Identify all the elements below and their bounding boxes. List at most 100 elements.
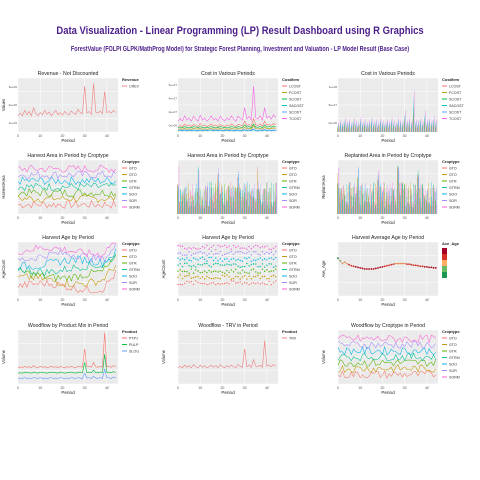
series-line bbox=[17, 199, 117, 209]
legend-label: SOO bbox=[129, 192, 137, 196]
x-tick-label: 0 bbox=[17, 216, 19, 220]
point bbox=[221, 264, 224, 266]
point bbox=[255, 259, 257, 262]
point bbox=[183, 282, 186, 285]
chart-title: Cost in Various Periods bbox=[361, 71, 415, 77]
series-line-scost bbox=[177, 123, 276, 129]
chart-title: Harvest Area in Period by Croptype bbox=[187, 153, 268, 159]
point bbox=[215, 248, 217, 251]
x-tick-label: 20 bbox=[60, 298, 64, 302]
point bbox=[212, 253, 215, 256]
point bbox=[235, 251, 237, 253]
point bbox=[272, 247, 275, 249]
point bbox=[250, 282, 253, 284]
x-tick-label: 30 bbox=[403, 216, 407, 220]
series-line bbox=[17, 254, 117, 282]
legend-label: SCOST bbox=[449, 110, 462, 114]
point bbox=[217, 244, 219, 247]
point bbox=[243, 257, 246, 259]
point bbox=[201, 282, 204, 285]
chart-title: Cost in Various Periods bbox=[201, 71, 255, 77]
y-tick-label: 3e+06 bbox=[9, 85, 18, 89]
point bbox=[237, 265, 239, 267]
legend-label: PTPJ bbox=[129, 336, 138, 340]
legend-title: Croptype bbox=[442, 329, 460, 334]
legend-label: FCOST bbox=[289, 91, 302, 95]
x-axis-label: Period bbox=[221, 302, 235, 307]
point bbox=[263, 283, 266, 285]
x-tick-label: 40 bbox=[425, 298, 429, 302]
x-axis-label: Period bbox=[61, 302, 75, 307]
x-axis-label: Period bbox=[221, 220, 235, 225]
point bbox=[208, 269, 210, 272]
chart-panel-p10: Woodflow by Product Mix in Period 0 10 20 30… bbox=[0, 320, 160, 400]
legend-title: Croptype bbox=[122, 241, 140, 246]
y-tick-label: 4e+07 bbox=[169, 96, 178, 100]
x-tick-label: 30 bbox=[403, 386, 407, 390]
point bbox=[179, 245, 181, 247]
point bbox=[235, 246, 237, 249]
point bbox=[246, 272, 248, 274]
point bbox=[243, 271, 246, 273]
point bbox=[248, 272, 250, 274]
point bbox=[239, 266, 241, 269]
point bbox=[195, 266, 197, 268]
x-axis-label: Period bbox=[381, 220, 395, 225]
chart-panel-p2: Cost in Various Periods 0 10 20 30 40 0e+00 2e+… bbox=[160, 68, 320, 148]
point bbox=[270, 283, 273, 286]
legend-label: SLOG bbox=[129, 349, 139, 353]
point bbox=[259, 257, 261, 259]
legend-label: SORM bbox=[289, 287, 300, 291]
x-tick-label: 30 bbox=[83, 216, 87, 220]
point bbox=[226, 274, 228, 276]
point bbox=[250, 269, 253, 271]
x-tick-label: 10 bbox=[38, 216, 42, 220]
x-tick-label: 30 bbox=[83, 134, 87, 138]
point bbox=[259, 265, 261, 268]
point bbox=[219, 278, 221, 280]
series-line bbox=[17, 176, 116, 186]
point bbox=[210, 250, 213, 252]
legend-gradient-step bbox=[442, 254, 447, 260]
point bbox=[268, 257, 270, 259]
point bbox=[219, 246, 221, 248]
point bbox=[226, 258, 228, 260]
point bbox=[226, 252, 228, 255]
legend-label: GTR bbox=[449, 349, 457, 353]
point bbox=[259, 272, 261, 274]
series-line bbox=[17, 242, 116, 258]
page-title: Data Visualization - Linear Programming … bbox=[56, 25, 424, 37]
point bbox=[263, 270, 266, 272]
point bbox=[215, 253, 217, 255]
point bbox=[237, 258, 239, 261]
chart-title: Harvest Age by Period bbox=[202, 235, 254, 241]
x-tick-label: 0 bbox=[337, 386, 339, 390]
point bbox=[190, 265, 193, 268]
point bbox=[228, 251, 230, 254]
legend-label: SACOST bbox=[289, 104, 305, 108]
point bbox=[192, 253, 195, 255]
point bbox=[179, 269, 181, 271]
point bbox=[188, 259, 190, 262]
point bbox=[275, 275, 277, 278]
y-tick-label: 6e+07 bbox=[169, 83, 178, 87]
point bbox=[206, 254, 208, 257]
point bbox=[226, 269, 228, 272]
series-line-ptpj bbox=[17, 332, 116, 369]
chart-svg: Harvest Age by Period 0 10 20 30 40 Period AgeC… bbox=[1, 235, 140, 307]
point bbox=[255, 275, 257, 278]
point bbox=[188, 264, 190, 267]
point bbox=[206, 275, 208, 278]
point bbox=[186, 248, 188, 250]
point bbox=[252, 251, 255, 253]
point bbox=[275, 256, 277, 259]
x-tick-label: 40 bbox=[105, 134, 109, 138]
legend-label: GTO bbox=[449, 173, 457, 177]
x-tick-label: 0 bbox=[177, 298, 179, 302]
point bbox=[181, 245, 184, 247]
series-line bbox=[337, 340, 437, 350]
point bbox=[266, 278, 268, 280]
point bbox=[272, 254, 275, 256]
point bbox=[212, 263, 215, 265]
point bbox=[199, 247, 201, 250]
